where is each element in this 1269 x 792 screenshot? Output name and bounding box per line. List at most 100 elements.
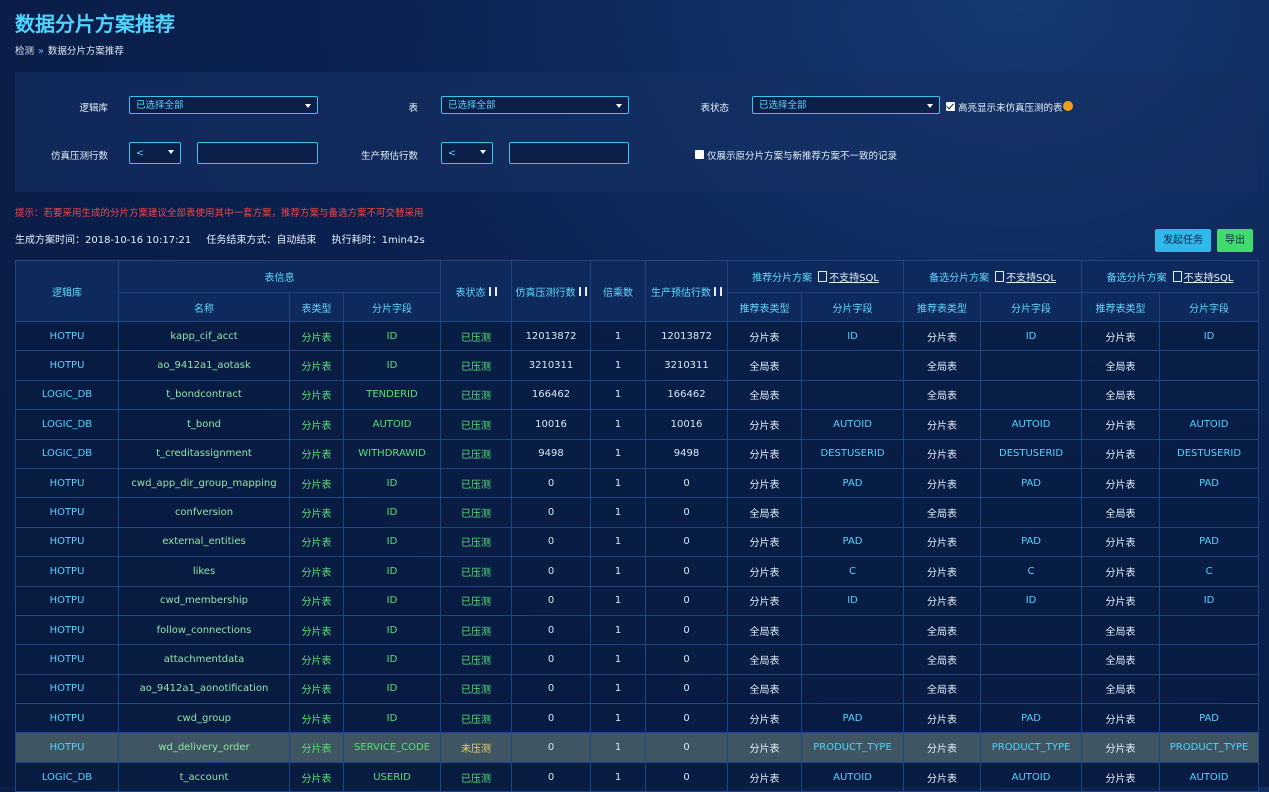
header-cell: 表信息 bbox=[117, 260, 442, 293]
header-cell[interactable]: 仿真压测行数 bbox=[511, 260, 592, 322]
table-cell: HOTPU bbox=[15, 526, 119, 558]
sql-link[interactable]: 不支持SQL bbox=[995, 271, 1056, 284]
table-cell: PRODUCT_TYPE bbox=[801, 732, 905, 763]
checkbox[interactable] bbox=[695, 150, 704, 159]
table-cell: 10016 bbox=[511, 409, 592, 440]
table-cell: 0 bbox=[511, 585, 592, 616]
table-cell: t_bondcontract bbox=[118, 379, 290, 411]
table-cell: AUTOID bbox=[1159, 761, 1260, 792]
table-cell: 1 bbox=[590, 379, 647, 411]
table-cell: 9498 bbox=[511, 438, 592, 469]
header-text: 推荐分片方案 bbox=[752, 273, 813, 284]
table-cell: 已压测 bbox=[440, 761, 513, 792]
select[interactable]: < bbox=[129, 142, 181, 164]
select[interactable]: 已选择全部 bbox=[752, 96, 940, 114]
task-info: 生成方案时间：2018-10-16 10:17:21 任务结束方式：自动结束 执… bbox=[15, 231, 437, 246]
select[interactable]: 已选择全部 bbox=[129, 96, 318, 114]
plan-table: 逻辑库 表信息 表状态 仿真压测行数 倍乘数 生产预估行数 推荐分片方案 不支持S… bbox=[15, 260, 1260, 792]
table-cell bbox=[801, 644, 905, 675]
table-cell: 全局表 bbox=[727, 673, 803, 705]
header-row: 名称 表类型 分片字段 推荐表类型 分片字段 推荐表类型 分片字段 推荐表类型 分片字段 bbox=[16, 292, 1260, 322]
header-cell: 表类型 bbox=[289, 292, 344, 322]
header-cell: 分片字段 bbox=[1159, 292, 1260, 322]
table-cell: HOTPU bbox=[15, 320, 119, 352]
info-icon[interactable] bbox=[1063, 101, 1073, 111]
table-cell: PAD bbox=[980, 467, 1083, 499]
table-row: LOGIC_DB t_creditassignment 分片表 WITHDRAWID 已… bbox=[15, 438, 1260, 469]
checkbox[interactable] bbox=[946, 102, 955, 111]
sort-icon[interactable] bbox=[578, 286, 587, 296]
table-cell: LOGIC_DB bbox=[15, 761, 119, 792]
table-body: HOTPU kapp_cif_acct 分片表 ID 已压测 12013872 1 12013… bbox=[15, 320, 1260, 792]
link-text[interactable]: 不支持SQL bbox=[1006, 273, 1056, 284]
table-cell: 分片表 bbox=[1081, 409, 1161, 440]
table-cell: ID bbox=[342, 556, 442, 587]
link-text[interactable]: 不支持SQL bbox=[1183, 273, 1234, 284]
table-cell: cwd_app_dir_group_mapping bbox=[118, 467, 290, 499]
sql-link[interactable]: 不支持SQL bbox=[818, 271, 879, 284]
sql-link[interactable]: 不支持SQL bbox=[1172, 271, 1234, 284]
table-cell: 已压测 bbox=[440, 556, 513, 587]
sort-icon[interactable] bbox=[488, 286, 497, 296]
table-row: HOTPU ao_9412a1_aotask 分片表 ID 已压测 3210311 1 321… bbox=[15, 350, 1260, 381]
table-cell: cwd_membership bbox=[118, 585, 290, 616]
text-input[interactable] bbox=[197, 142, 318, 164]
table-cell bbox=[980, 644, 1083, 675]
table-cell: PAD bbox=[801, 467, 905, 499]
table-cell: ID bbox=[342, 644, 442, 675]
table-cell: 0 bbox=[645, 585, 729, 616]
table-cell: 分片表 bbox=[289, 703, 344, 734]
table-cell: 0 bbox=[645, 556, 729, 587]
table-cell: 分片表 bbox=[903, 438, 982, 469]
table-row: LOGIC_DB t_bond 分片表 AUTOID 已压测 10016 1 10016 分片表… bbox=[15, 409, 1260, 440]
table-cell: 分片表 bbox=[289, 350, 344, 381]
start-button[interactable]: 发起任务 bbox=[1155, 229, 1211, 252]
table-cell: 分片表 bbox=[903, 732, 982, 763]
table-row: HOTPU kapp_cif_acct 分片表 ID 已压测 12013872 1 12013… bbox=[15, 320, 1260, 352]
header-cell[interactable]: 生产预估行数 bbox=[645, 260, 729, 322]
table-cell: 已压测 bbox=[440, 497, 513, 528]
table-cell: ID bbox=[342, 703, 442, 734]
table-cell bbox=[980, 614, 1083, 646]
link-text[interactable]: 不支持SQL bbox=[829, 273, 879, 284]
table-cell: 已压测 bbox=[440, 703, 513, 734]
table-cell: TENDERID bbox=[342, 379, 442, 411]
table-row: HOTPU cwd_membership 分片表 ID 已压测 0 1 0 分片表 ID 分片表 ID… bbox=[15, 585, 1260, 616]
table-cell: WITHDRAWID bbox=[342, 438, 442, 469]
export-button[interactable]: 导出 bbox=[1217, 229, 1253, 252]
table-cell: 全局表 bbox=[727, 350, 803, 381]
table-cell: HOTPU bbox=[15, 585, 119, 616]
header-cell: 倍乘数 bbox=[590, 260, 647, 322]
select[interactable]: 已选择全部 bbox=[441, 96, 629, 114]
table-cell bbox=[801, 614, 905, 646]
text-input[interactable] bbox=[509, 142, 629, 164]
table-cell: 分片表 bbox=[727, 526, 803, 558]
table-cell: HOTPU bbox=[15, 732, 119, 763]
table-cell: 分片表 bbox=[1081, 703, 1161, 734]
table-cell: 全局表 bbox=[903, 614, 982, 646]
header-cell: 推荐分片方案 不支持SQL bbox=[727, 260, 905, 293]
table-cell: 1 bbox=[590, 320, 647, 352]
table-cell: 全局表 bbox=[1081, 644, 1161, 675]
header-text: 表状态 bbox=[455, 287, 486, 299]
table-cell bbox=[980, 379, 1083, 411]
breadcrumb-link[interactable]: 检测 bbox=[15, 46, 35, 57]
table-cell: USERID bbox=[342, 761, 442, 792]
table-cell: confversion bbox=[118, 497, 290, 528]
select[interactable]: < bbox=[441, 142, 493, 164]
table-row: HOTPU attachmentdata 分片表 ID 已压测 0 1 0 全局表 全局表 全局表 bbox=[15, 644, 1260, 675]
table-cell bbox=[1159, 644, 1260, 675]
table-cell: ID bbox=[801, 585, 905, 616]
filter-label: 表 bbox=[408, 103, 418, 114]
page-title: 数据分片方案推荐 bbox=[15, 12, 175, 36]
breadcrumb-current: 数据分片方案推荐 bbox=[47, 46, 124, 57]
sort-icon[interactable] bbox=[714, 286, 723, 296]
table-cell: 分片表 bbox=[727, 732, 803, 763]
table-cell: 全局表 bbox=[1081, 614, 1161, 646]
table-cell: 分片表 bbox=[903, 320, 982, 352]
checkbox-label: 高亮显示未仿真压测的表 bbox=[958, 103, 1063, 114]
table-cell: AUTOID bbox=[801, 409, 905, 440]
header-cell[interactable]: 表状态 bbox=[440, 260, 513, 322]
table-cell: ID bbox=[342, 526, 442, 558]
header-cell: 分片字段 bbox=[980, 292, 1083, 322]
